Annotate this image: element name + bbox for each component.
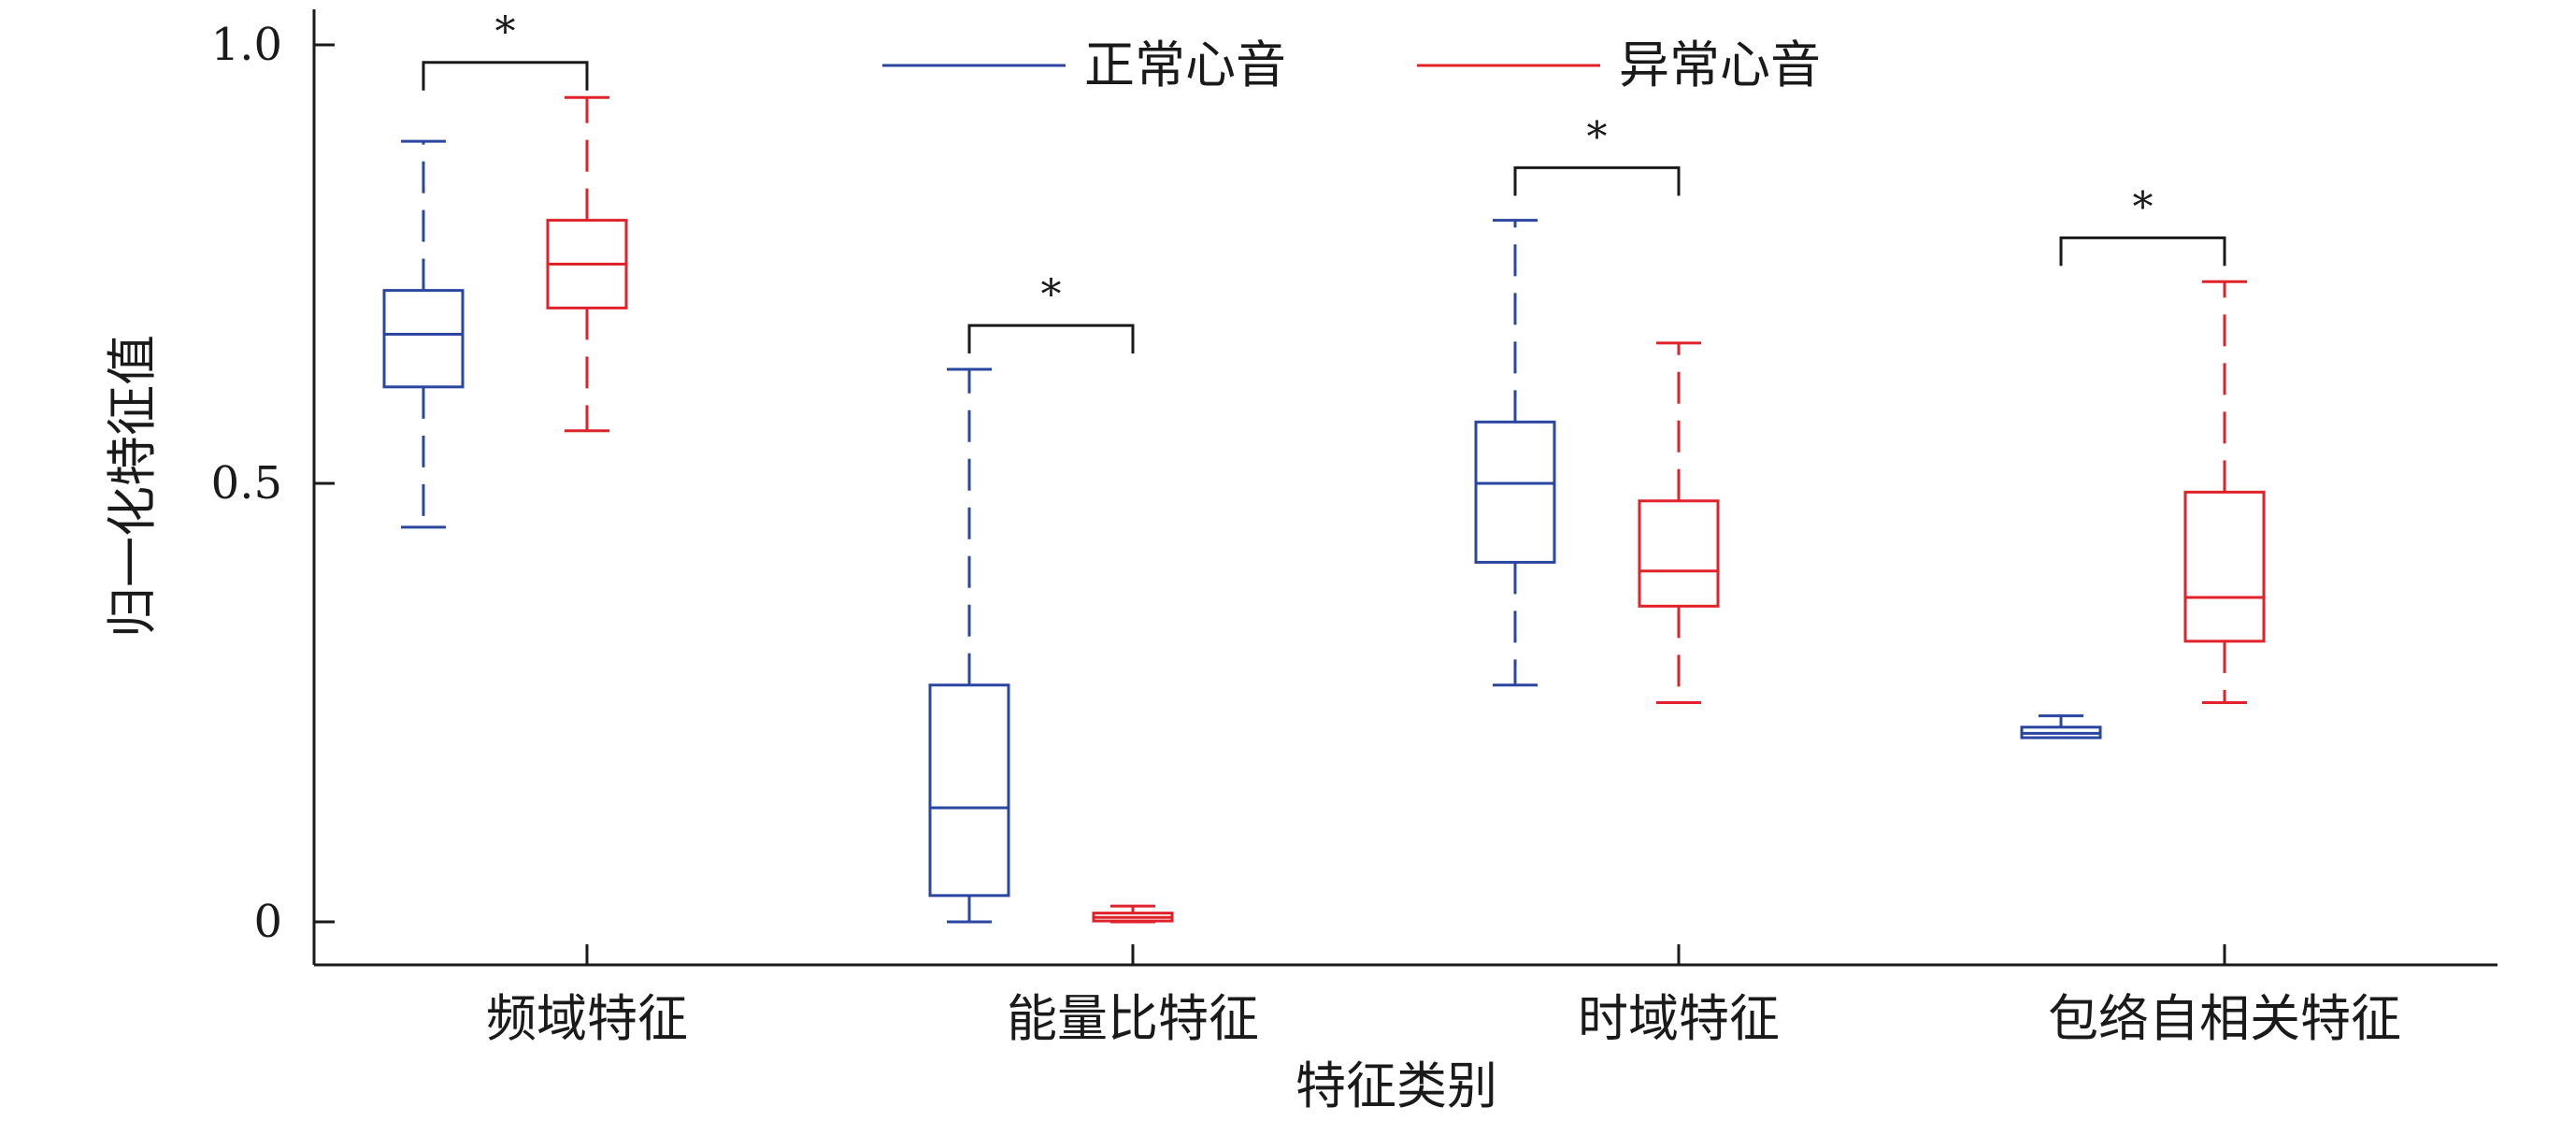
series-normal	[382, 139, 2102, 924]
significance-bracket	[422, 61, 589, 91]
significance-star: *	[1041, 271, 1062, 319]
significance-bracket	[967, 323, 1135, 354]
axes: 0 0.5 1.0 频域特征 能量比特征 时域特征 包络自相关特征	[211, 9, 2497, 1048]
iqr-box	[1474, 420, 1556, 564]
significance-brackets: * * * *	[422, 8, 2226, 354]
significance-star: *	[495, 8, 516, 56]
iqr-box	[2183, 490, 2266, 643]
boxes	[382, 95, 2266, 924]
x-tick-label: 能量比特征	[1007, 989, 1259, 1048]
series-abnormal	[546, 95, 2266, 924]
significance-star: *	[1587, 113, 1608, 161]
iqr-box	[1638, 499, 1720, 608]
x-tick-label: 频域特征	[486, 989, 688, 1048]
significance-bracket	[1513, 165, 1681, 196]
y-axis-title: 归一化特征值	[103, 335, 162, 638]
y-tick-label: 0.5	[211, 457, 282, 510]
iqr-box	[382, 289, 465, 389]
significance-bracket	[2059, 236, 2226, 266]
x-axis-title: 特征类别	[1295, 1056, 1497, 1115]
legend-label: 异常心音	[1619, 36, 1821, 94]
legend: 正常心音 异常心音	[882, 36, 1821, 94]
y-tick-label: 1.0	[211, 19, 282, 71]
x-tick-label: 包络自相关特征	[2048, 989, 2401, 1048]
legend-label: 正常心音	[1084, 36, 1286, 94]
x-tick-label: 时域特征	[1578, 989, 1780, 1048]
significance-star: *	[2133, 183, 2154, 231]
iqr-box	[928, 683, 1010, 898]
y-tick-label: 0	[253, 896, 282, 948]
